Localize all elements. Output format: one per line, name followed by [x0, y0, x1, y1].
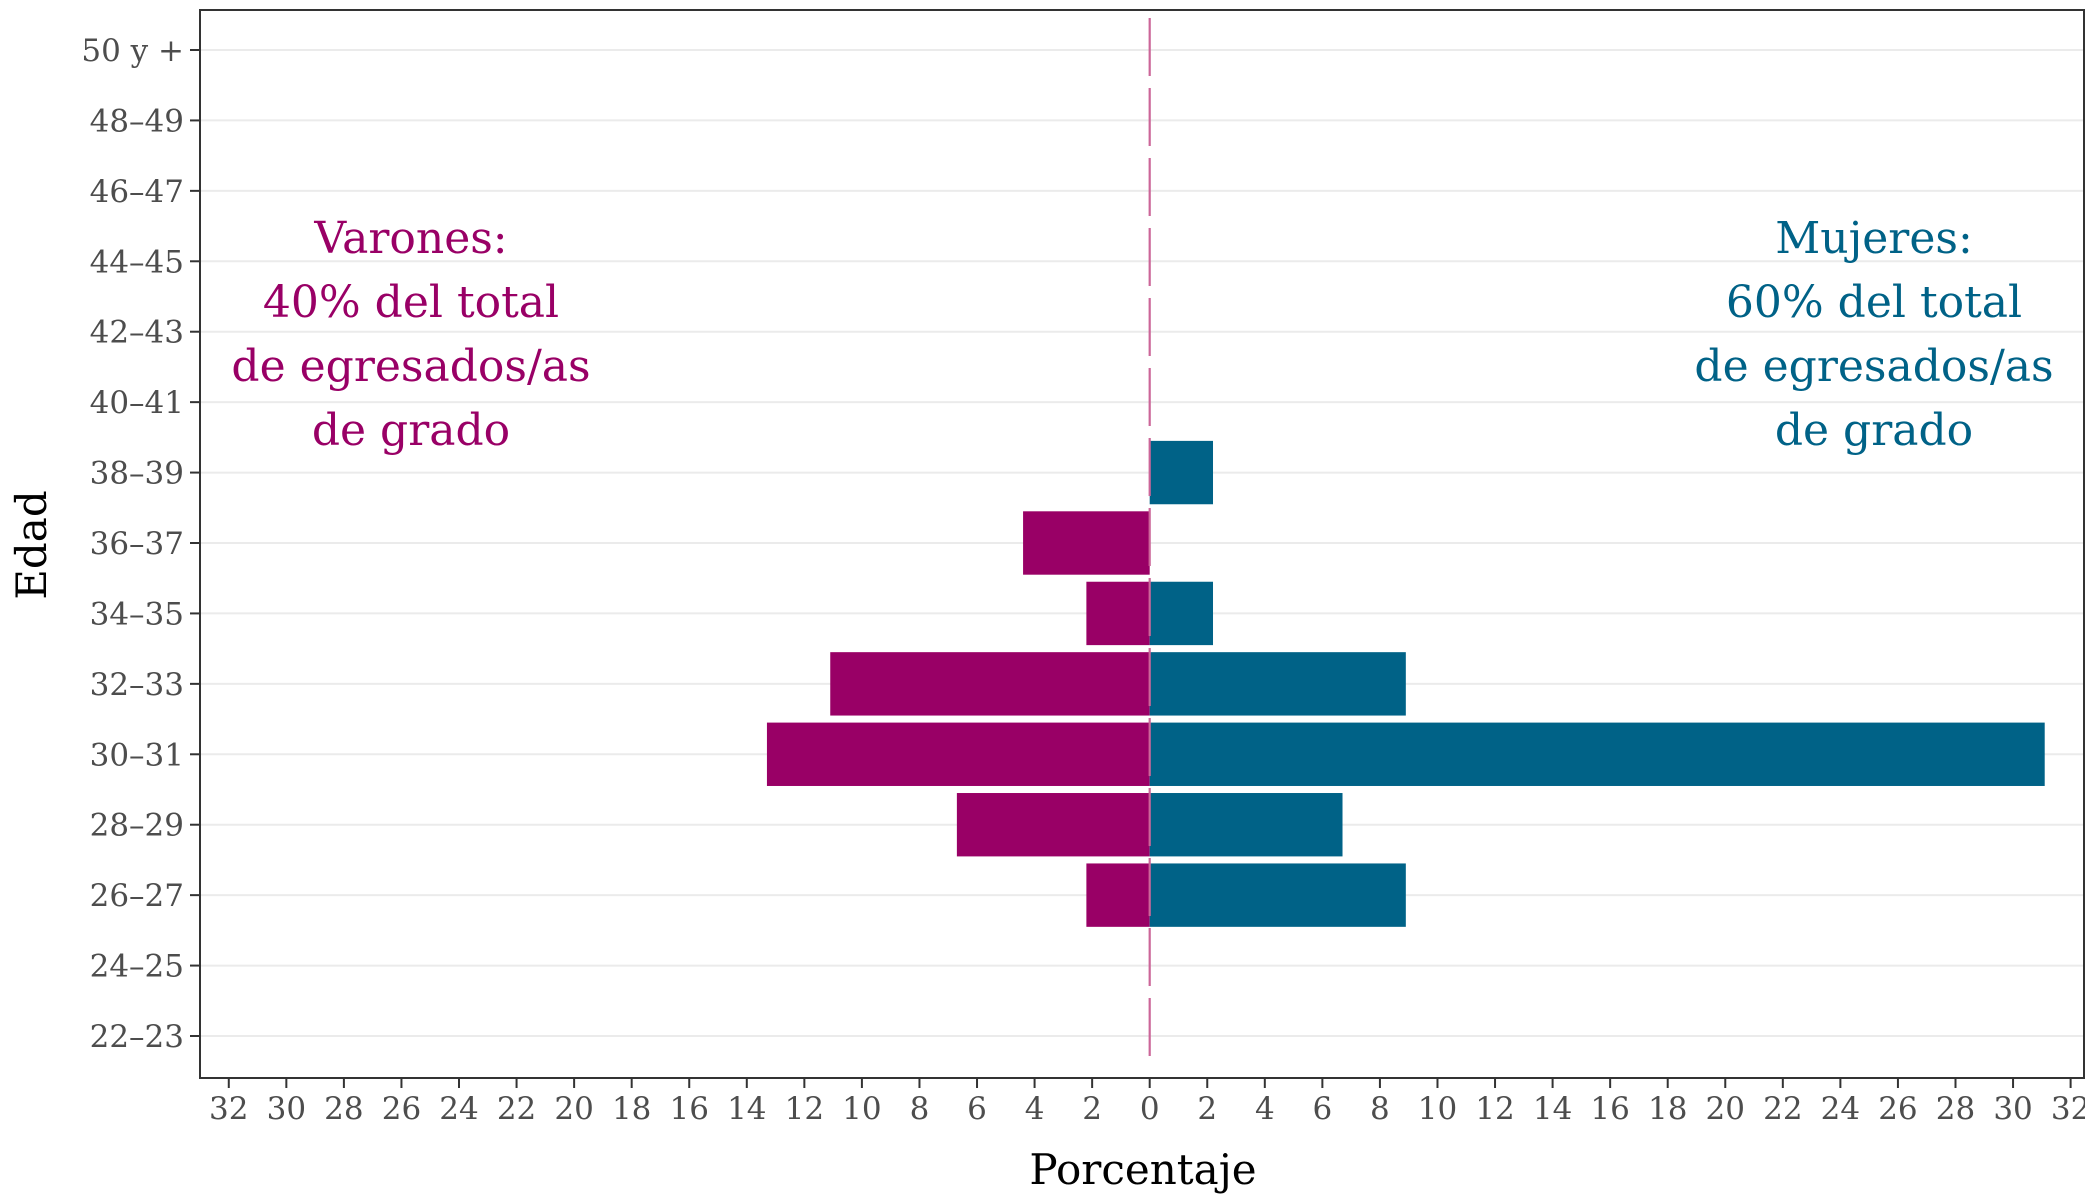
- y-tick-label: 46–47: [90, 174, 184, 210]
- bar-mujeres: [1149, 581, 1214, 646]
- bar-mujeres: [1149, 652, 1406, 716]
- x-tick-label: 18: [1648, 1091, 1687, 1127]
- bar-varones: [766, 722, 1150, 786]
- x-tick-label: 0: [1140, 1091, 1160, 1127]
- annotation-left-line: de grado: [312, 405, 510, 456]
- annotation-right-line: de egresados/as: [1694, 341, 2053, 392]
- y-tick-label: 44–45: [90, 244, 184, 280]
- y-tick-label: 30–31: [90, 737, 184, 773]
- annotations: Varones: 40% del total de egresados/as de g…: [231, 213, 2053, 456]
- x-tick-label: 10: [1418, 1091, 1457, 1127]
- x-tick-label: 28: [1936, 1091, 1975, 1127]
- bar-mujeres: [1149, 863, 1406, 927]
- y-tick-label: 42–43: [90, 315, 184, 351]
- x-tick-label: 6: [967, 1091, 987, 1127]
- x-tick-label: 12: [785, 1091, 824, 1127]
- bars: [766, 440, 2045, 927]
- x-tick-label: 32: [2051, 1091, 2085, 1127]
- y-tick-label: 48–49: [90, 103, 184, 139]
- y-tick-label: 26–27: [90, 878, 184, 914]
- x-tick-label: 22: [1763, 1091, 1802, 1127]
- x-tick-label: 14: [1533, 1091, 1572, 1127]
- x-tick-label: 16: [670, 1091, 709, 1127]
- x-tick-label: 8: [910, 1091, 930, 1127]
- x-tick-label: 28: [324, 1091, 363, 1127]
- y-tick-label: 36–37: [90, 526, 184, 562]
- annotation-right-line: Mujeres:: [1775, 213, 1973, 264]
- y-axis-title: Edad: [7, 490, 56, 599]
- bar-varones: [1023, 511, 1150, 575]
- x-axis-ticks: 32 30 28 26 24 22 20 18 16 14 12 10 8 6 4 2 0 2 4 6 8 10 12 14 1…: [209, 1078, 2085, 1127]
- x-tick-label: 26: [382, 1091, 421, 1127]
- x-tick-label: 22: [497, 1091, 536, 1127]
- bar-varones: [1086, 863, 1150, 927]
- annotation-right-line: 60% del total: [1726, 277, 2022, 328]
- x-tick-label: 4: [1025, 1091, 1045, 1127]
- bar-varones: [956, 793, 1150, 857]
- x-tick-label: 10: [842, 1091, 881, 1127]
- x-tick-label: 6: [1312, 1091, 1332, 1127]
- x-tick-label: 30: [267, 1091, 306, 1127]
- annotation-left-line: 40% del total: [263, 277, 559, 328]
- x-tick-label: 30: [1993, 1091, 2032, 1127]
- annotation-right-line: de grado: [1775, 405, 1973, 456]
- y-tick-label: 40–41: [90, 385, 184, 421]
- x-tick-label: 16: [1590, 1091, 1629, 1127]
- x-tick-label: 20: [554, 1091, 593, 1127]
- y-tick-label: 50 y +: [81, 33, 184, 69]
- bar-mujeres: [1149, 722, 2045, 786]
- x-axis-title: Porcentaje: [1029, 1145, 1256, 1194]
- x-tick-label: 2: [1082, 1091, 1102, 1127]
- x-tick-label: 32: [209, 1091, 248, 1127]
- x-tick-label: 24: [1821, 1091, 1860, 1127]
- bar-mujeres: [1149, 440, 1214, 505]
- y-tick-label: 22–23: [90, 1019, 184, 1055]
- x-tick-label: 2: [1197, 1091, 1217, 1127]
- x-tick-label: 4: [1255, 1091, 1275, 1127]
- x-tick-label: 18: [612, 1091, 651, 1127]
- y-tick-label: 32–33: [90, 667, 184, 703]
- y-tick-label: 24–25: [90, 949, 184, 985]
- x-tick-label: 14: [727, 1091, 766, 1127]
- bar-mujeres: [1149, 793, 1343, 857]
- y-tick-label: 38–39: [90, 456, 184, 492]
- x-tick-label: 24: [439, 1091, 478, 1127]
- y-tick-label: 28–29: [90, 808, 184, 844]
- bar-varones: [1086, 581, 1150, 646]
- x-tick-label: 20: [1706, 1091, 1745, 1127]
- y-tick-label: 34–35: [90, 596, 184, 632]
- bar-varones: [830, 652, 1150, 716]
- x-tick-label: 8: [1370, 1091, 1390, 1127]
- x-tick-label: 12: [1475, 1091, 1514, 1127]
- y-axis-ticks: 22–23 24–25 26–27 28–29 30–31 32–33 34–35 36–37…: [81, 33, 200, 1055]
- annotation-left-line: de egresados/as: [231, 341, 590, 392]
- x-tick-label: 26: [1878, 1091, 1917, 1127]
- annotation-left-line: Varones:: [313, 213, 507, 264]
